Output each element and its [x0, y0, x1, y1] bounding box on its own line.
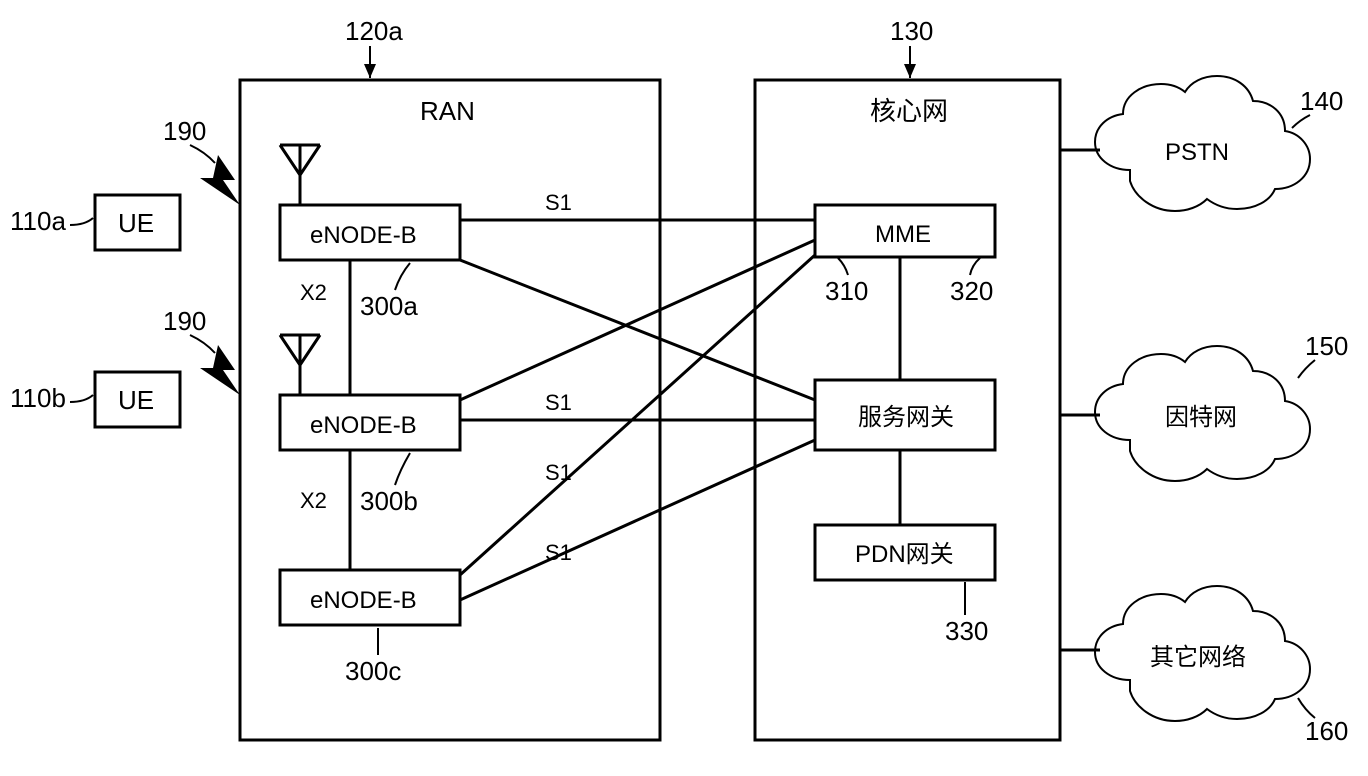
leader [190, 145, 215, 163]
internet-cloud: 因特网 [1095, 346, 1310, 481]
enb-c-label: eNODE-B [310, 587, 417, 614]
ue2-ref: 110b [10, 383, 66, 413]
pdn-label: PDN网关 [855, 541, 954, 568]
leader [190, 335, 215, 353]
lightning-icon [200, 345, 240, 395]
enb-a-ref: 300a [360, 291, 418, 321]
pdn-ref: 330 [945, 616, 988, 646]
arrowhead [904, 64, 916, 78]
pstn-cloud: PSTN [1095, 76, 1310, 211]
enb-c-ref: 300c [345, 656, 401, 686]
ran-title: RAN [420, 96, 475, 126]
internet-ref: 150 [1305, 331, 1348, 361]
wireless1-ref: 190 [163, 116, 206, 146]
network-diagram: RAN 120a 核心网 130 UE UE 110a 110b eNODE-B… [0, 0, 1368, 776]
leader [70, 395, 93, 402]
wireless2-ref: 190 [163, 306, 206, 336]
sgw-ref: 320 [950, 276, 993, 306]
enb-b-ref: 300b [360, 486, 418, 516]
ran-ref: 120a [345, 16, 403, 46]
arrowhead [364, 64, 376, 78]
other-label: 其它网络 [1150, 644, 1246, 671]
internet-label: 因特网 [1165, 404, 1237, 431]
leader [70, 218, 93, 225]
mme-label: MME [875, 221, 931, 248]
enb-b-label: eNODE-B [310, 412, 417, 439]
ue1-ref: 110a [10, 206, 66, 236]
leader [1298, 698, 1315, 718]
pstn-label: PSTN [1165, 139, 1229, 166]
core-ref: 130 [890, 16, 933, 46]
s1-label: S1 [545, 540, 572, 565]
s1-label: S1 [545, 460, 572, 485]
other-cloud: 其它网络 [1095, 586, 1310, 721]
s1-label: S1 [545, 190, 572, 215]
lightning-icon [200, 155, 240, 205]
x2-label-2: X2 [300, 488, 327, 513]
s1-label: S1 [545, 390, 572, 415]
other-ref: 160 [1305, 716, 1348, 746]
ue2-label: UE [118, 385, 154, 415]
mme-ref: 310 [825, 276, 868, 306]
leader [1298, 360, 1315, 378]
x2-label-1: X2 [300, 280, 327, 305]
pstn-ref: 140 [1300, 86, 1343, 116]
enb-a-label: eNODE-B [310, 222, 417, 249]
core-title: 核心网 [870, 96, 948, 126]
ue1-label: UE [118, 208, 154, 238]
leader [1292, 115, 1310, 128]
sgw-label: 服务网关 [858, 404, 954, 431]
